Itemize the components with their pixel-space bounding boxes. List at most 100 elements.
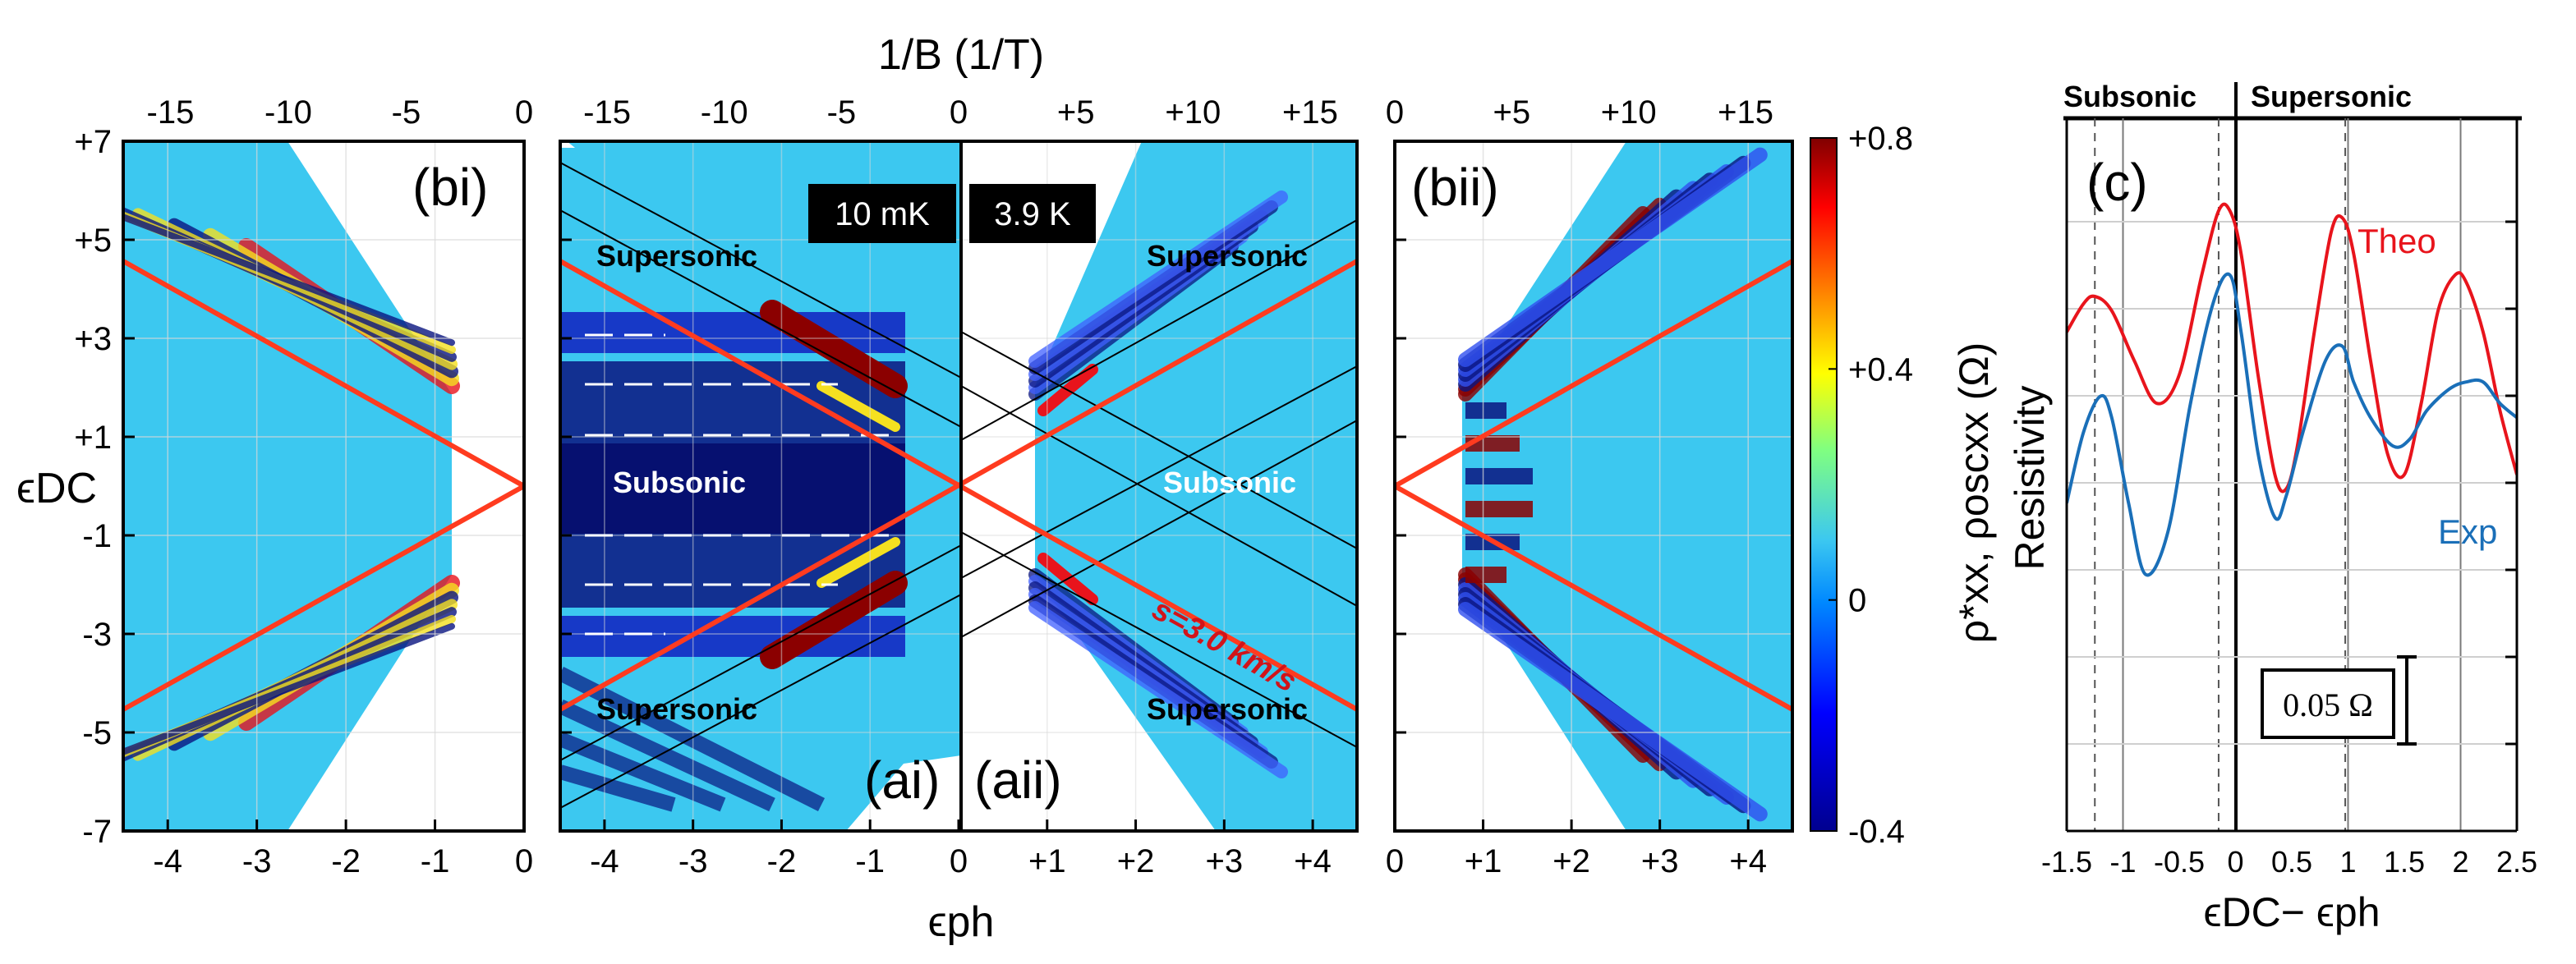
y-axis-label: ϵDC bbox=[16, 465, 97, 512]
panel-a-ticks: -4 -3 -2 -1 0 +1 +2 +3 +4-15 -10 -5 0 +5 +10 +15 bbox=[560, 94, 1338, 879]
guide-line bbox=[560, 162, 962, 379]
region-supersonic-tr: Supersonic bbox=[1147, 239, 1308, 273]
y-tick-label: +5 bbox=[74, 223, 112, 259]
top-tick-label: -5 bbox=[827, 94, 857, 131]
x-tick-label: -1 bbox=[855, 843, 885, 879]
top-tick-label: +10 bbox=[1601, 94, 1657, 131]
colorbar-tick-label: +0.4 bbox=[1848, 351, 1913, 388]
fringe-band bbox=[123, 622, 455, 755]
guide-line bbox=[960, 420, 1357, 638]
panel-bii-sound-line-upper bbox=[1395, 259, 1792, 489]
panel-aii-label: (aii) bbox=[974, 751, 1062, 810]
panel-bi-ticks: -4 -3 -2 -1 0+7+5+3+1-1-3-5-7-15 -10 -5 0 bbox=[74, 94, 533, 879]
panel-aii-blank bbox=[961, 141, 1216, 831]
badge-10mk: 10 mK bbox=[835, 196, 930, 232]
x-tick-label: +2 bbox=[1552, 843, 1590, 879]
panel-bi-sound-line-upper bbox=[123, 259, 524, 489]
x-tick-label: 1 bbox=[2339, 845, 2356, 879]
fringe-hot bbox=[760, 571, 908, 669]
exp-curve bbox=[2067, 272, 2517, 577]
guide-line bbox=[560, 209, 962, 428]
panel-ai-blank-bottom bbox=[846, 755, 961, 831]
y-tick-label: +1 bbox=[74, 420, 112, 456]
panel-bi-sound-line-lower bbox=[123, 484, 524, 712]
panel-a-guide-lines bbox=[560, 162, 1357, 809]
y-tick-label: +3 bbox=[74, 321, 112, 357]
region-supersonic-bl: Supersonic bbox=[596, 692, 757, 726]
guide-line bbox=[960, 219, 1357, 441]
x-tick-label: 1.5 bbox=[2384, 845, 2425, 879]
scale-label: 0.05 Ω bbox=[2283, 686, 2373, 723]
fringe-hot bbox=[816, 381, 900, 432]
top-tick-label: +5 bbox=[1057, 94, 1095, 131]
badge-39k-bg bbox=[969, 184, 1096, 243]
scale-box bbox=[2261, 668, 2395, 739]
x-tick-label: -1 bbox=[421, 843, 450, 879]
x-tick-label: 0.5 bbox=[2271, 845, 2312, 879]
top-tick-label: +15 bbox=[1718, 94, 1773, 131]
y-tick-label: -3 bbox=[82, 617, 112, 653]
x-tick-label: -2 bbox=[767, 843, 797, 879]
theo-label: Theo bbox=[2358, 222, 2436, 260]
panel-a-sound-line-up bbox=[560, 259, 1357, 712]
panel-bii: (bii) 0 +1 +2 +3 +4 0 +5 +10 +15 bbox=[1386, 94, 1794, 879]
x-tick-label: 0 bbox=[950, 843, 968, 879]
x-tick-label: 2 bbox=[2452, 845, 2468, 879]
top-axis-title: 1/B (1/T) bbox=[878, 31, 1044, 79]
top-tick-label: 0 bbox=[515, 94, 533, 131]
badge-10mk-bg bbox=[808, 184, 956, 243]
colorbar-label: ρ*xx, ρoscxx (Ω) bbox=[1951, 342, 1997, 644]
guide-line bbox=[960, 331, 1357, 549]
colorbar-ticks: +0.8 +0.4 0 -0.4 bbox=[1828, 121, 1913, 850]
x-tick-label: 0 bbox=[1386, 843, 1404, 879]
fringe-band bbox=[1028, 191, 1288, 368]
panel-bii-grid bbox=[1395, 141, 1792, 831]
panel-c: Subsonic Supersonic (c) Theo Exp 0.05 Ω … bbox=[2007, 80, 2537, 935]
guide-line bbox=[960, 385, 1357, 607]
x-tick-label: 0 bbox=[515, 843, 533, 879]
y-tick-label: +7 bbox=[74, 124, 112, 160]
x-tick-label: -4 bbox=[590, 843, 619, 879]
x-tick-label: +1 bbox=[1028, 843, 1066, 879]
panel-a-dashed-levels bbox=[585, 333, 895, 636]
guide-line bbox=[960, 365, 1357, 579]
top-tick-label: 0 bbox=[950, 94, 968, 131]
panel-bii-frame bbox=[1393, 140, 1794, 833]
x-tick-label: +2 bbox=[1117, 843, 1155, 879]
panel-c-subsonic: Subsonic bbox=[2063, 80, 2196, 113]
fringe-band bbox=[1465, 468, 1533, 484]
x-tick-label: -4 bbox=[153, 843, 182, 879]
x-tick-label: -1 bbox=[2109, 845, 2136, 879]
fringe-band bbox=[560, 699, 775, 812]
colorbar-tick-label: 0 bbox=[1848, 583, 1866, 619]
x-tick-label: +4 bbox=[1294, 843, 1332, 879]
top-tick-label: +15 bbox=[1282, 94, 1338, 131]
guide-line bbox=[960, 531, 1357, 748]
fringe-band bbox=[1028, 601, 1288, 778]
top-tick-label: +5 bbox=[1493, 94, 1531, 131]
top-tick-label: +10 bbox=[1165, 94, 1221, 131]
fringe-band bbox=[560, 732, 726, 812]
panel-a: 10 mK 3.9 K Supersonic Supersonic Subson… bbox=[559, 94, 1359, 879]
colorbar-tick-label: +0.8 bbox=[1848, 121, 1913, 157]
panel-a-fringes bbox=[560, 191, 1288, 812]
fringe-band bbox=[1465, 567, 1506, 583]
colorbar: +0.8 +0.4 0 -0.4 ρ*xx, ρoscxx (Ω) bbox=[1810, 121, 1997, 850]
guide-line bbox=[560, 544, 962, 761]
guide-line bbox=[560, 594, 962, 809]
y-tick-label: -7 bbox=[82, 814, 112, 850]
x-tick-label: -2 bbox=[331, 843, 361, 879]
panel-c-ticks: -1.5 -1 -0.5 0 0.5 1 1.5 2 2.5 bbox=[2041, 220, 2537, 879]
panel-c-supersonic: Supersonic bbox=[2251, 80, 2412, 113]
y-tick-label: -1 bbox=[82, 518, 112, 554]
x-tick-label: +1 bbox=[1465, 843, 1502, 879]
panel-bii-sound-line-lower bbox=[1395, 484, 1792, 712]
fringe-hot bbox=[816, 537, 900, 588]
x-tick-label: -3 bbox=[678, 843, 708, 879]
region-supersonic-br: Supersonic bbox=[1147, 692, 1308, 726]
x-tick-label: +3 bbox=[1206, 843, 1244, 879]
x-tick-label: -0.5 bbox=[2154, 845, 2205, 879]
x-tick-label: +4 bbox=[1729, 843, 1767, 879]
top-tick-label: 0 bbox=[1386, 94, 1404, 131]
region-subsonic-l: Subsonic bbox=[613, 466, 746, 499]
